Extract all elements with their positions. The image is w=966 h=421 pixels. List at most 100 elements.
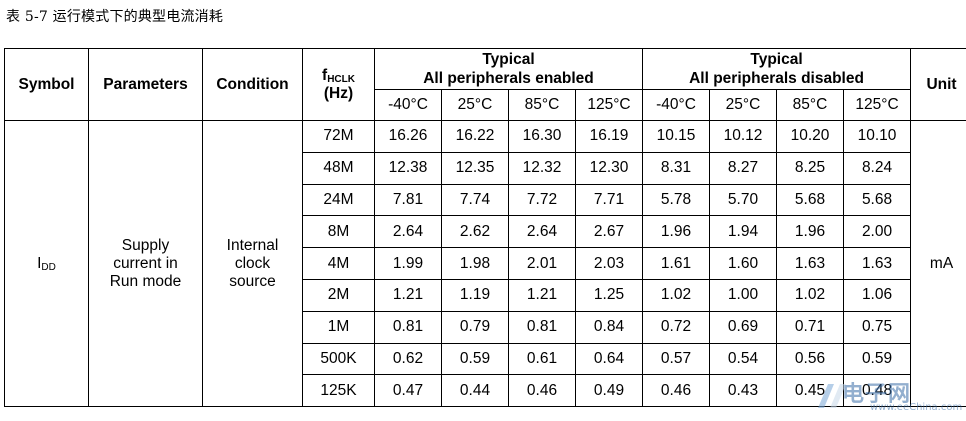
condition-cell: Internal clock source — [203, 121, 303, 407]
value-cell: 1.02 — [777, 279, 844, 311]
freq-cell: 500K — [303, 343, 375, 375]
value-cell: 7.71 — [576, 184, 643, 216]
freq-cell: 8M — [303, 216, 375, 248]
value-cell: 12.32 — [509, 152, 576, 184]
value-cell: 0.45 — [777, 375, 844, 407]
value-cell: 1.60 — [710, 248, 777, 280]
condition-line: Internal — [227, 237, 279, 254]
freq-cell: 48M — [303, 152, 375, 184]
value-cell: 0.46 — [643, 375, 710, 407]
table-caption: 表 5-7 运行模式下的典型电流消耗 — [6, 6, 223, 26]
value-cell: 1.96 — [777, 216, 844, 248]
value-cell: 1.98 — [442, 248, 509, 280]
value-cell: 1.61 — [643, 248, 710, 280]
value-cell: 7.81 — [375, 184, 442, 216]
value-cell: 1.06 — [844, 279, 911, 311]
value-cell: 0.81 — [509, 311, 576, 343]
condition-line: clock — [235, 255, 270, 272]
header-group-enabled-line1: Typical — [375, 50, 642, 69]
value-cell: 0.72 — [643, 311, 710, 343]
value-cell: 1.96 — [643, 216, 710, 248]
table-body: IDD Supply current in Run mode Internal … — [5, 121, 966, 407]
header-group-enabled-line2: All peripherals enabled — [375, 69, 642, 88]
freq-cell: 2M — [303, 279, 375, 311]
unit-cell: mA — [911, 121, 966, 407]
value-cell: 0.69 — [710, 311, 777, 343]
header-group-enabled: Typical All peripherals enabled — [375, 49, 643, 90]
header-group-disabled-line1: Typical — [643, 50, 910, 69]
value-cell: 1.19 — [442, 279, 509, 311]
value-cell: 12.30 — [576, 152, 643, 184]
value-cell: 0.46 — [509, 375, 576, 407]
value-cell: 10.15 — [643, 121, 710, 153]
header-parameters: Parameters — [89, 49, 203, 121]
value-cell: 0.48 — [844, 375, 911, 407]
value-cell: 1.02 — [643, 279, 710, 311]
condition-line: source — [229, 273, 276, 290]
table-row: IDD Supply current in Run mode Internal … — [5, 121, 966, 153]
value-cell: 2.62 — [442, 216, 509, 248]
header-temp: -40°C — [375, 90, 442, 121]
value-cell: 2.64 — [509, 216, 576, 248]
value-cell: 8.31 — [643, 152, 710, 184]
value-cell: 8.24 — [844, 152, 911, 184]
header-fhclk-subscript: HCLK — [327, 74, 355, 85]
freq-cell: 125K — [303, 375, 375, 407]
value-cell: 8.25 — [777, 152, 844, 184]
value-cell: 1.21 — [509, 279, 576, 311]
value-cell: 1.00 — [710, 279, 777, 311]
value-cell: 10.10 — [844, 121, 911, 153]
current-consumption-table: Symbol Parameters Condition fHCLK (Hz) T… — [4, 48, 966, 407]
value-cell: 0.79 — [442, 311, 509, 343]
value-cell: 0.59 — [844, 343, 911, 375]
freq-cell: 72M — [303, 121, 375, 153]
value-cell: 0.64 — [576, 343, 643, 375]
value-cell: 0.84 — [576, 311, 643, 343]
header-unit: Unit — [911, 49, 966, 121]
value-cell: 1.99 — [375, 248, 442, 280]
value-cell: 10.12 — [710, 121, 777, 153]
value-cell: 7.74 — [442, 184, 509, 216]
freq-cell: 1M — [303, 311, 375, 343]
header-group-disabled-line2: All peripherals disabled — [643, 69, 910, 88]
value-cell: 1.63 — [844, 248, 911, 280]
freq-cell: 24M — [303, 184, 375, 216]
value-cell: 2.00 — [844, 216, 911, 248]
value-cell: 0.54 — [710, 343, 777, 375]
parameters-line: Run mode — [110, 273, 182, 290]
value-cell: 0.44 — [442, 375, 509, 407]
value-cell: 2.64 — [375, 216, 442, 248]
value-cell: 12.38 — [375, 152, 442, 184]
value-cell: 5.68 — [777, 184, 844, 216]
value-cell: 0.59 — [442, 343, 509, 375]
value-cell: 2.67 — [576, 216, 643, 248]
parameters-cell: Supply current in Run mode — [89, 121, 203, 407]
value-cell: 1.21 — [375, 279, 442, 311]
value-cell: 16.22 — [442, 121, 509, 153]
value-cell: 16.26 — [375, 121, 442, 153]
header-fhclk: fHCLK (Hz) — [303, 49, 375, 121]
value-cell: 5.68 — [844, 184, 911, 216]
value-cell: 0.49 — [576, 375, 643, 407]
header-temp: 85°C — [509, 90, 576, 121]
value-cell: 16.30 — [509, 121, 576, 153]
header-temp: 125°C — [844, 90, 911, 121]
header-temp: 85°C — [777, 90, 844, 121]
header-group-disabled: Typical All peripherals disabled — [643, 49, 911, 90]
header-fhclk-unit: (Hz) — [324, 85, 353, 102]
header-condition: Condition — [203, 49, 303, 121]
value-cell: 2.01 — [509, 248, 576, 280]
value-cell: 16.19 — [576, 121, 643, 153]
value-cell: 1.63 — [777, 248, 844, 280]
value-cell: 0.62 — [375, 343, 442, 375]
value-cell: 1.94 — [710, 216, 777, 248]
value-cell: 7.72 — [509, 184, 576, 216]
value-cell: 0.61 — [509, 343, 576, 375]
value-cell: 12.35 — [442, 152, 509, 184]
symbol-subscript: DD — [41, 262, 55, 273]
value-cell: 0.71 — [777, 311, 844, 343]
parameters-line: current in — [113, 255, 178, 272]
value-cell: 5.70 — [710, 184, 777, 216]
parameters-line: Supply — [122, 237, 169, 254]
value-cell: 0.57 — [643, 343, 710, 375]
